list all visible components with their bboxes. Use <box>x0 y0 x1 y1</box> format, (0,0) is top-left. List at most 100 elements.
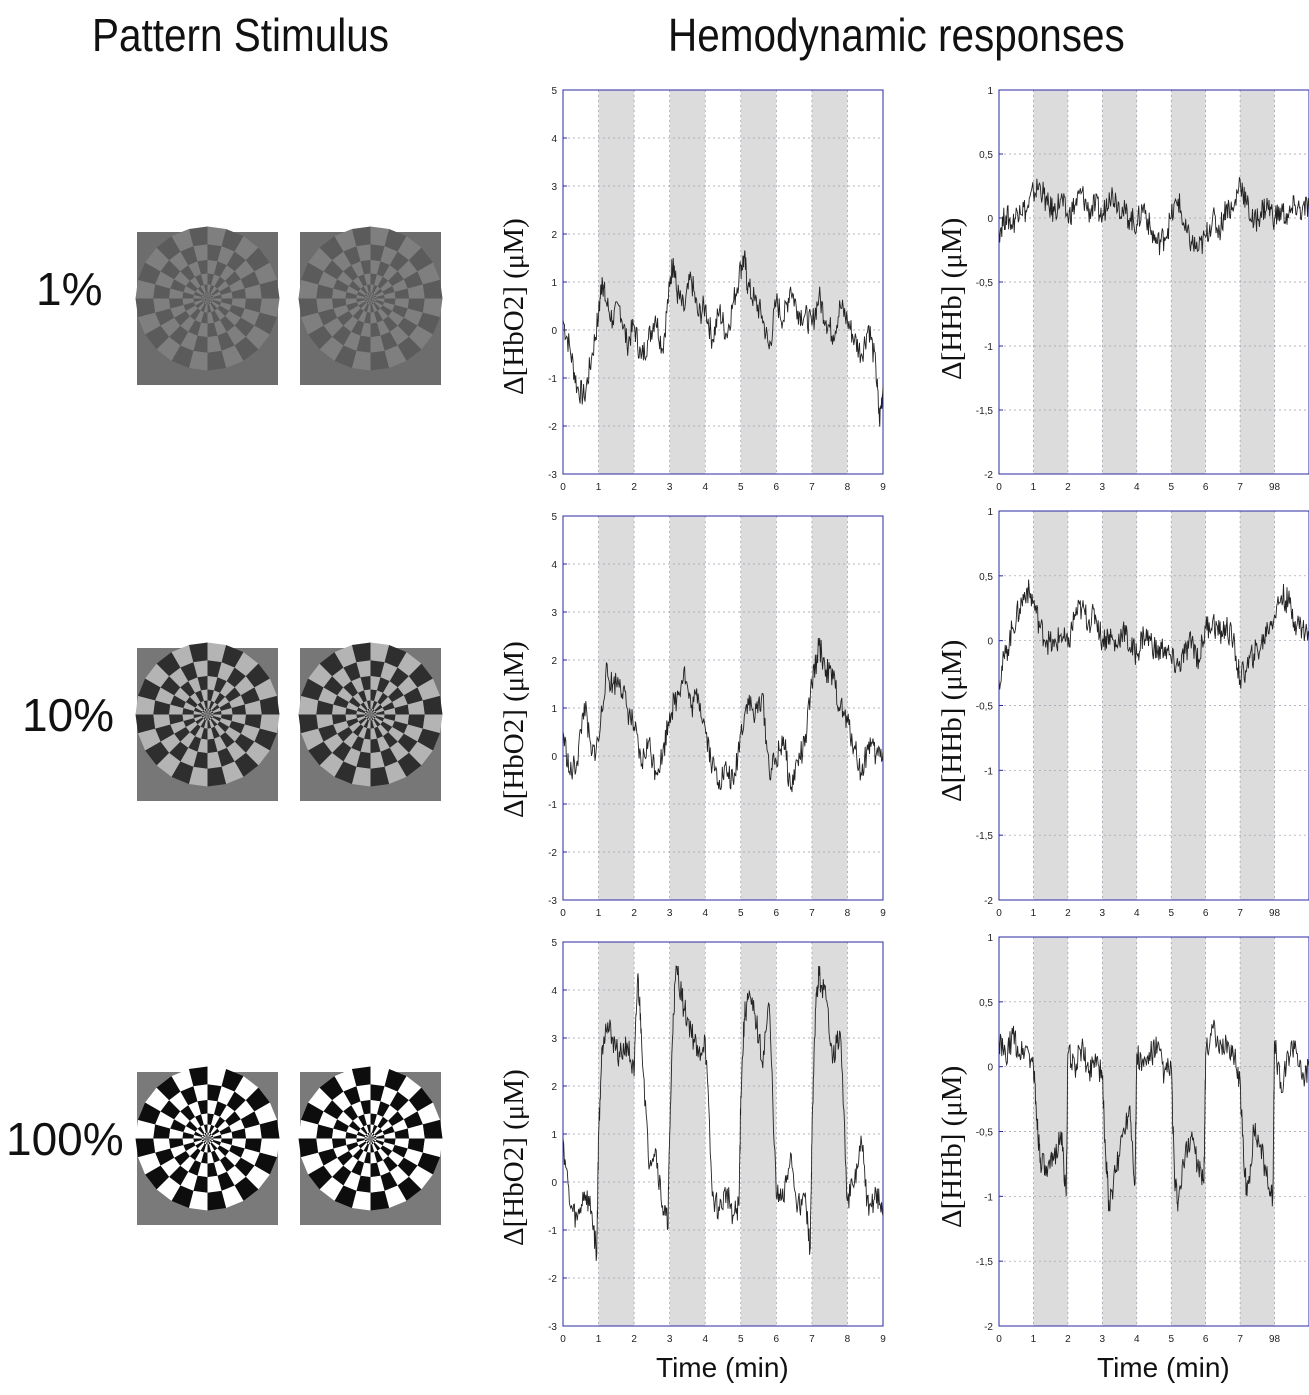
tick-label-x: 7 <box>809 908 815 919</box>
tick-label-x: 0 <box>560 1334 566 1345</box>
checker-cell <box>376 714 385 719</box>
tick-label-y: 5 <box>551 938 557 949</box>
checker-cell <box>155 1148 175 1166</box>
checker-cell <box>171 229 194 252</box>
checker-cell <box>384 229 407 252</box>
checker-cell <box>145 1165 170 1190</box>
checker-cell <box>217 280 230 292</box>
checker-cell <box>370 716 372 721</box>
stimulus-label-1pct: 1% <box>36 263 103 315</box>
checker-cell <box>208 292 211 297</box>
checker-cell <box>356 1138 365 1143</box>
checker-cell <box>174 1151 190 1166</box>
checker-cell <box>374 310 383 323</box>
tick-label-x: 0 <box>996 908 1002 919</box>
checker-cell <box>345 714 357 721</box>
checker-cell <box>366 284 371 293</box>
checker-cell <box>155 308 175 326</box>
checker-cell <box>207 1132 209 1137</box>
checker-cell <box>221 345 244 368</box>
checker-cell <box>389 325 409 346</box>
checker-cell <box>214 692 226 705</box>
tick-label-x: 7 <box>809 1334 815 1345</box>
tick-label-x: 5 <box>738 482 744 493</box>
checker-cell <box>171 1185 194 1208</box>
checker-cell <box>360 675 371 691</box>
checker-cell <box>384 1132 396 1139</box>
checker-cell <box>214 724 226 737</box>
checker-cell <box>226 325 246 346</box>
checker-cell <box>207 700 212 709</box>
checker-cell <box>189 308 201 321</box>
checker-cell <box>245 741 270 766</box>
checker-cell <box>208 1134 213 1138</box>
checker-cell <box>234 752 259 777</box>
checker-cell <box>208 709 212 714</box>
checker-cell <box>208 293 212 298</box>
checker-cell <box>160 317 181 337</box>
checker-cell <box>372 711 377 714</box>
tick-label-x: 1 <box>1031 1334 1037 1345</box>
checker-cell <box>382 1126 395 1135</box>
checker-cell <box>220 681 235 697</box>
checker-cell <box>308 741 333 766</box>
checker-cell <box>360 1126 368 1135</box>
checker-cell <box>364 1135 369 1138</box>
checker-cell <box>221 645 244 668</box>
checker-cell <box>403 308 423 326</box>
checker-cell <box>370 1190 390 1211</box>
tick-label-y: 1 <box>551 278 557 289</box>
checker-cell <box>389 251 409 272</box>
checker-cell <box>203 1133 207 1138</box>
checker-cell <box>219 1142 232 1151</box>
checker-cell <box>138 1152 161 1175</box>
checker-cell <box>351 766 371 787</box>
checker-cell <box>225 1151 241 1166</box>
checker-cell <box>207 1152 214 1164</box>
checker-cell <box>334 345 357 368</box>
tick-label-y: 1 <box>551 704 557 715</box>
checker-cell <box>225 687 241 702</box>
checker-cell <box>388 1111 404 1126</box>
checker-cell <box>207 1175 222 1193</box>
checker-cell <box>346 1126 359 1135</box>
checker-cell <box>374 704 383 712</box>
checker-cell <box>195 310 204 323</box>
checker-cell <box>197 1099 208 1115</box>
checker-cell <box>374 690 383 703</box>
checker-cell <box>182 714 194 721</box>
checker-cell <box>259 1119 280 1139</box>
checker-cell <box>374 1114 383 1127</box>
checker-cell <box>345 708 357 715</box>
checker-cell <box>358 1141 367 1149</box>
checker-cell <box>180 1171 198 1191</box>
checker-cell <box>360 702 368 711</box>
axes-frame <box>998 510 1309 901</box>
checker-cell <box>259 298 280 318</box>
checker-cell <box>377 1160 390 1176</box>
tick-label-y: 4 <box>551 560 557 571</box>
checker-cell <box>394 704 410 715</box>
checker-cell <box>417 678 440 701</box>
checker-cell <box>377 724 389 737</box>
checker-cell <box>240 271 260 289</box>
checker-cell <box>197 1126 205 1135</box>
checker-cell <box>221 1138 233 1145</box>
checker-cell <box>209 1135 214 1138</box>
checker-cell <box>298 279 319 299</box>
checker-cell <box>201 298 206 300</box>
checker-cell <box>207 1124 212 1133</box>
checker-cell <box>389 1165 409 1186</box>
checker-cell <box>365 1134 370 1138</box>
checker-cell <box>160 676 181 696</box>
checker-cell <box>201 1139 206 1142</box>
checker-cell <box>259 695 280 715</box>
checker-cell <box>407 284 425 299</box>
checker-cell <box>202 715 207 719</box>
checker-cell <box>207 766 227 787</box>
checker-cell <box>364 299 369 302</box>
checker-cell <box>168 704 184 715</box>
stimulus-label-10pct: 10% <box>22 689 115 741</box>
checker-cell <box>207 660 222 678</box>
checker-cell <box>213 714 222 719</box>
